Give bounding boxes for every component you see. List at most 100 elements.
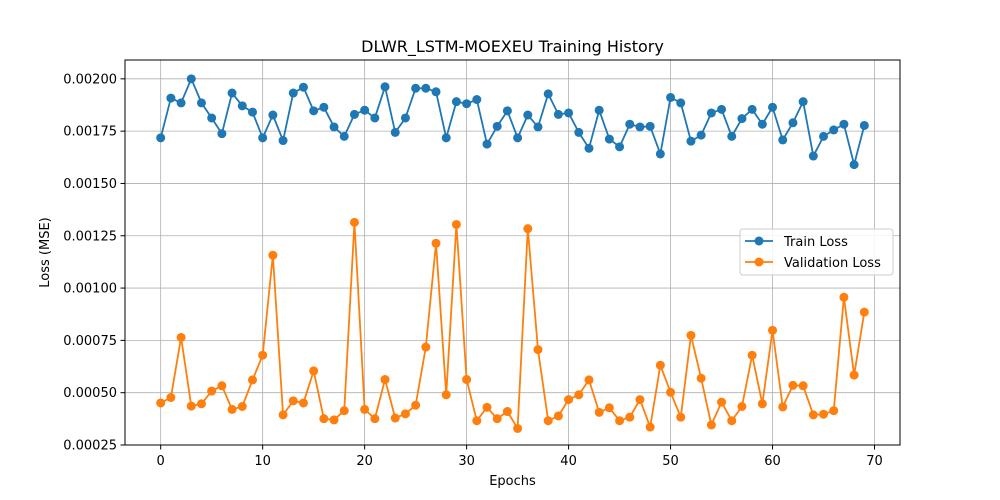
validation-loss-point [625,412,635,422]
validation-loss-point [523,224,533,234]
validation-loss-point [380,375,390,385]
legend-box [739,228,894,276]
validation-loss-point [829,406,839,416]
validation-loss-point [737,402,747,411]
train-loss-point [207,113,217,123]
train-loss-point [747,104,757,114]
train-loss-point [390,127,400,137]
x-tick-label: 0 [157,454,165,469]
train-loss-point [574,127,584,137]
validation-loss-point [421,342,431,352]
x-tick-label: 70 [866,454,883,469]
legend-train-marker [754,236,764,246]
validation-loss-point [513,423,523,433]
validation-loss-point [492,414,502,424]
train-loss-point [757,119,767,129]
train-loss-point [349,109,359,119]
train-loss-point [727,131,737,141]
validation-loss-point [543,416,553,426]
validation-loss-point [298,398,308,408]
validation-loss-point [798,381,808,391]
train-loss-point [451,97,461,107]
train-loss-point [186,74,196,84]
chart-title: DLWR_LSTM-MOEXEU Training History [361,37,664,57]
validation-loss-point [288,396,298,406]
y-tick-label: 0.00175 [63,125,117,140]
train-loss-point [706,108,716,118]
train-loss-point [594,105,604,115]
train-loss-point [278,136,288,146]
validation-loss-point [645,422,655,432]
y-tick-label: 0.00125 [63,229,117,244]
y-tick-label: 0.00075 [63,334,117,349]
validation-loss-point [411,400,421,410]
train-loss-point [829,125,839,135]
train-loss-point [482,139,492,149]
validation-loss-point [441,390,451,400]
train-loss-point [329,122,339,132]
x-axis: 0 10 20 30 40 50 60 70 [157,445,883,469]
train-loss-point [288,88,298,98]
train-loss-point [298,82,308,92]
train-loss-point [655,149,665,159]
validation-loss-point [482,402,492,412]
train-loss-point [258,133,268,143]
validation-loss-point [339,406,349,416]
train-loss-point [696,130,706,140]
train-loss-point [196,98,206,108]
validation-loss-point [788,380,798,390]
y-tick-label: 0.00150 [63,177,117,192]
validation-loss-point [196,399,206,409]
validation-loss-point [839,292,849,302]
validation-loss-point [370,414,380,424]
validation-loss-point [666,387,676,397]
validation-loss-point [747,350,757,360]
validation-loss-point [176,332,186,342]
validation-loss-point [166,393,176,402]
validation-loss-point [533,345,543,355]
validation-loss-point [247,375,257,385]
validation-loss-point [808,410,818,420]
validation-loss-point [319,414,329,424]
train-loss-point [462,99,472,109]
validation-loss-point [553,411,563,421]
train-loss-point [513,133,523,143]
train-loss-point [227,88,237,98]
train-loss-point [625,119,635,129]
train-loss-point [400,113,410,123]
validation-loss-point [676,412,686,422]
train-loss-point [166,93,176,103]
validation-loss-point [757,399,767,409]
train-loss-point [604,134,614,144]
validation-loss-point [390,413,400,423]
validation-loss-point [156,398,166,408]
validation-loss-point [574,390,584,400]
validation-loss-line [160,221,866,430]
train-loss-point [360,105,370,115]
train-loss-line [159,77,866,166]
train-loss-markers [156,74,869,170]
train-loss-point [339,131,349,141]
train-loss-point [237,101,247,111]
validation-loss-point [686,330,696,340]
validation-loss-point [462,375,472,385]
train-loss-point [217,129,227,139]
validation-loss-point [849,370,859,380]
train-loss-point [666,92,676,102]
validation-loss-point [400,409,410,419]
validation-loss-point [717,397,727,407]
train-loss-point [247,107,257,117]
y-tick-label: 0.00025 [63,439,117,454]
validation-loss-point [451,219,461,229]
validation-loss-point [604,403,614,413]
validation-loss-point [329,415,339,425]
train-loss-point [502,106,512,116]
train-loss-point [553,109,563,119]
train-loss-point [472,95,482,105]
validation-loss-point [309,366,319,376]
validation-loss-point [859,307,869,317]
train-loss-point [584,143,594,153]
validation-loss-point [278,410,288,420]
train-loss-point [717,104,727,114]
train-loss-point [798,97,808,107]
